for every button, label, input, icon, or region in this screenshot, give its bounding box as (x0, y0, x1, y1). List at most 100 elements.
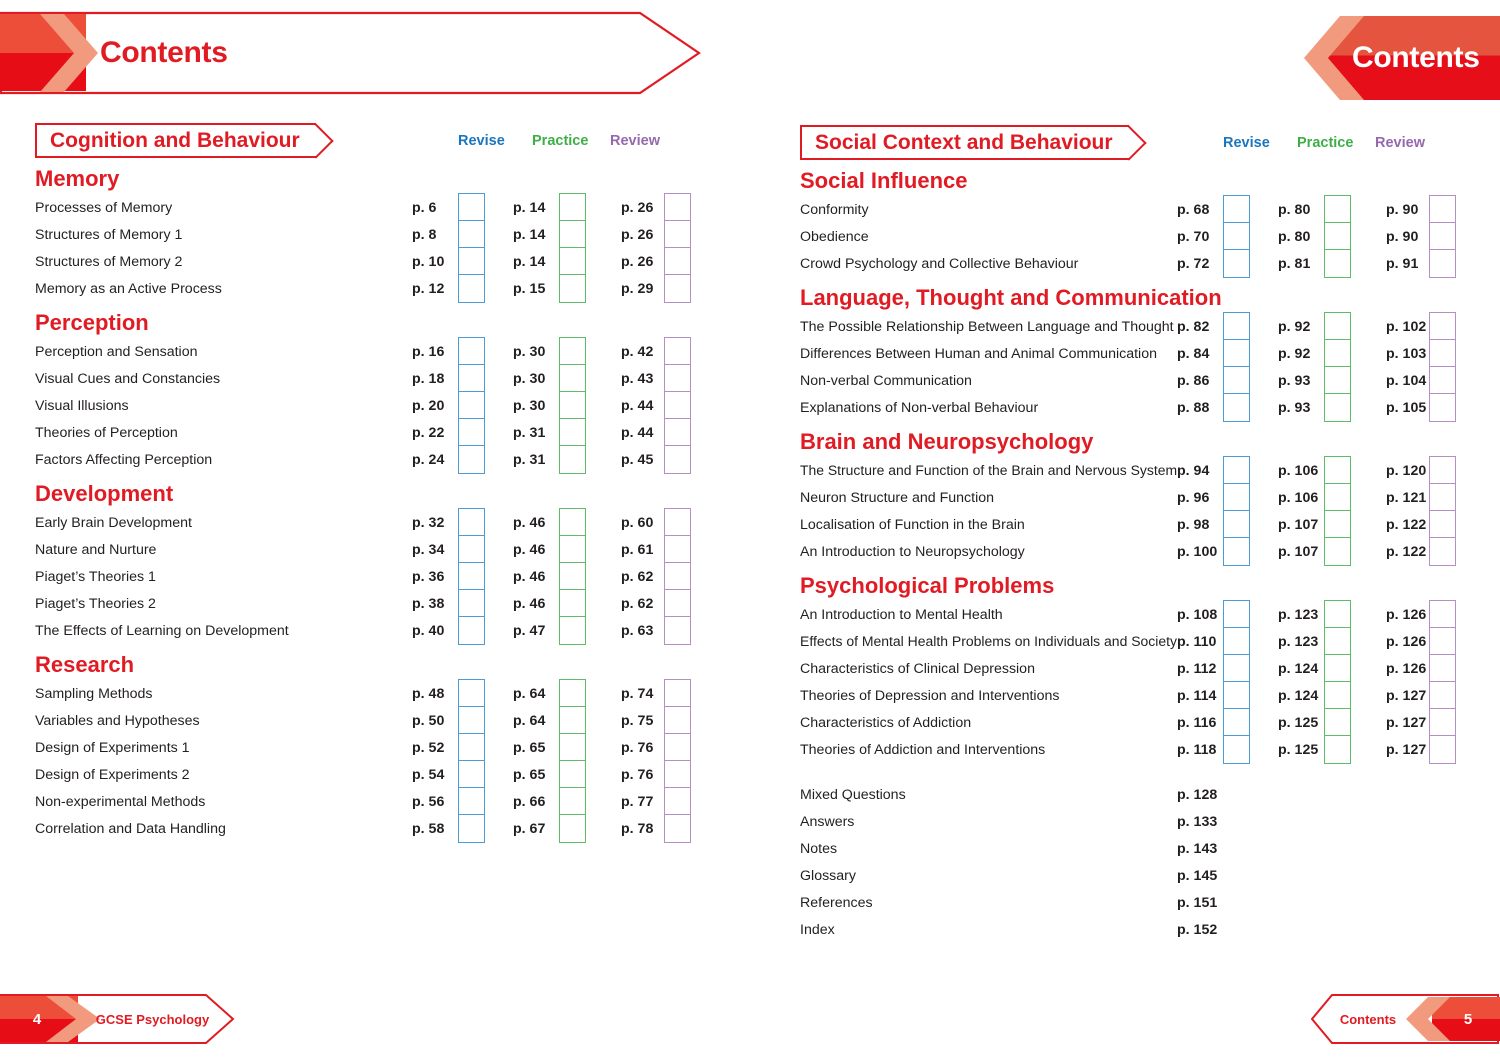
revise-checkbox[interactable] (458, 247, 485, 276)
practice-checkbox[interactable] (1324, 681, 1351, 710)
review-checkbox[interactable] (1429, 195, 1456, 224)
practice-checkbox[interactable] (559, 418, 586, 447)
revise-checkbox[interactable] (1223, 456, 1250, 485)
practice-checkbox[interactable] (559, 679, 586, 708)
revise-checkbox[interactable] (1223, 708, 1250, 737)
revise-checkbox[interactable] (1223, 483, 1250, 512)
review-checkbox[interactable] (664, 760, 691, 789)
review-checkbox[interactable] (1429, 510, 1456, 539)
revise-checkbox[interactable] (458, 418, 485, 447)
review-checkbox[interactable] (1429, 708, 1456, 737)
review-checkbox[interactable] (664, 706, 691, 735)
review-checkbox[interactable] (1429, 681, 1456, 710)
review-checkbox[interactable] (664, 814, 691, 843)
revise-checkbox[interactable] (1223, 735, 1250, 764)
review-checkbox[interactable] (1429, 222, 1456, 251)
review-checkbox[interactable] (664, 733, 691, 762)
practice-checkbox[interactable] (1324, 735, 1351, 764)
practice-checkbox[interactable] (1324, 627, 1351, 656)
review-checkbox[interactable] (664, 247, 691, 276)
review-checkbox[interactable] (1429, 456, 1456, 485)
practice-checkbox[interactable] (559, 706, 586, 735)
revise-checkbox[interactable] (458, 274, 485, 303)
practice-checkbox[interactable] (559, 733, 586, 762)
revise-checkbox[interactable] (458, 814, 485, 843)
practice-checkbox[interactable] (559, 445, 586, 474)
practice-checkbox[interactable] (559, 760, 586, 789)
review-checkbox[interactable] (664, 535, 691, 564)
review-checkbox[interactable] (664, 562, 691, 591)
review-checkbox[interactable] (1429, 483, 1456, 512)
revise-checkbox[interactable] (458, 220, 485, 249)
practice-checkbox[interactable] (559, 193, 586, 222)
revise-checkbox[interactable] (458, 508, 485, 537)
practice-checkbox[interactable] (1324, 654, 1351, 683)
review-checkbox[interactable] (1429, 600, 1456, 629)
practice-checkbox[interactable] (1324, 366, 1351, 395)
revise-checkbox[interactable] (1223, 537, 1250, 566)
practice-checkbox[interactable] (559, 589, 586, 618)
revise-checkbox[interactable] (458, 562, 485, 591)
revise-checkbox[interactable] (1223, 339, 1250, 368)
revise-checkbox[interactable] (1223, 195, 1250, 224)
practice-checkbox[interactable] (1324, 312, 1351, 341)
review-checkbox[interactable] (1429, 627, 1456, 656)
practice-checkbox[interactable] (559, 814, 586, 843)
practice-checkbox[interactable] (1324, 456, 1351, 485)
practice-checkbox[interactable] (1324, 393, 1351, 422)
practice-checkbox[interactable] (1324, 339, 1351, 368)
practice-checkbox[interactable] (1324, 537, 1351, 566)
revise-checkbox[interactable] (1223, 222, 1250, 251)
revise-checkbox[interactable] (1223, 249, 1250, 278)
revise-checkbox[interactable] (458, 535, 485, 564)
review-checkbox[interactable] (1429, 249, 1456, 278)
practice-checkbox[interactable] (559, 247, 586, 276)
revise-checkbox[interactable] (1223, 312, 1250, 341)
practice-checkbox[interactable] (559, 391, 586, 420)
practice-checkbox[interactable] (1324, 195, 1351, 224)
practice-checkbox[interactable] (1324, 249, 1351, 278)
practice-checkbox[interactable] (1324, 510, 1351, 539)
review-checkbox[interactable] (1429, 735, 1456, 764)
practice-checkbox[interactable] (559, 508, 586, 537)
revise-checkbox[interactable] (458, 364, 485, 393)
revise-checkbox[interactable] (458, 391, 485, 420)
revise-checkbox[interactable] (458, 679, 485, 708)
revise-checkbox[interactable] (458, 787, 485, 816)
revise-checkbox[interactable] (1223, 366, 1250, 395)
review-checkbox[interactable] (1429, 339, 1456, 368)
review-checkbox[interactable] (1429, 537, 1456, 566)
review-checkbox[interactable] (664, 337, 691, 366)
practice-checkbox[interactable] (559, 364, 586, 393)
revise-checkbox[interactable] (1223, 627, 1250, 656)
revise-checkbox[interactable] (458, 733, 485, 762)
revise-checkbox[interactable] (458, 589, 485, 618)
review-checkbox[interactable] (1429, 366, 1456, 395)
review-checkbox[interactable] (664, 589, 691, 618)
revise-checkbox[interactable] (458, 616, 485, 645)
review-checkbox[interactable] (664, 220, 691, 249)
practice-checkbox[interactable] (559, 787, 586, 816)
revise-checkbox[interactable] (458, 445, 485, 474)
review-checkbox[interactable] (664, 616, 691, 645)
review-checkbox[interactable] (664, 418, 691, 447)
practice-checkbox[interactable] (559, 535, 586, 564)
practice-checkbox[interactable] (1324, 600, 1351, 629)
review-checkbox[interactable] (664, 508, 691, 537)
revise-checkbox[interactable] (1223, 681, 1250, 710)
review-checkbox[interactable] (1429, 312, 1456, 341)
practice-checkbox[interactable] (1324, 222, 1351, 251)
practice-checkbox[interactable] (559, 274, 586, 303)
revise-checkbox[interactable] (458, 760, 485, 789)
review-checkbox[interactable] (664, 193, 691, 222)
revise-checkbox[interactable] (1223, 600, 1250, 629)
revise-checkbox[interactable] (458, 193, 485, 222)
review-checkbox[interactable] (664, 274, 691, 303)
review-checkbox[interactable] (664, 445, 691, 474)
review-checkbox[interactable] (664, 391, 691, 420)
revise-checkbox[interactable] (1223, 393, 1250, 422)
practice-checkbox[interactable] (559, 220, 586, 249)
review-checkbox[interactable] (664, 679, 691, 708)
review-checkbox[interactable] (664, 787, 691, 816)
review-checkbox[interactable] (1429, 654, 1456, 683)
